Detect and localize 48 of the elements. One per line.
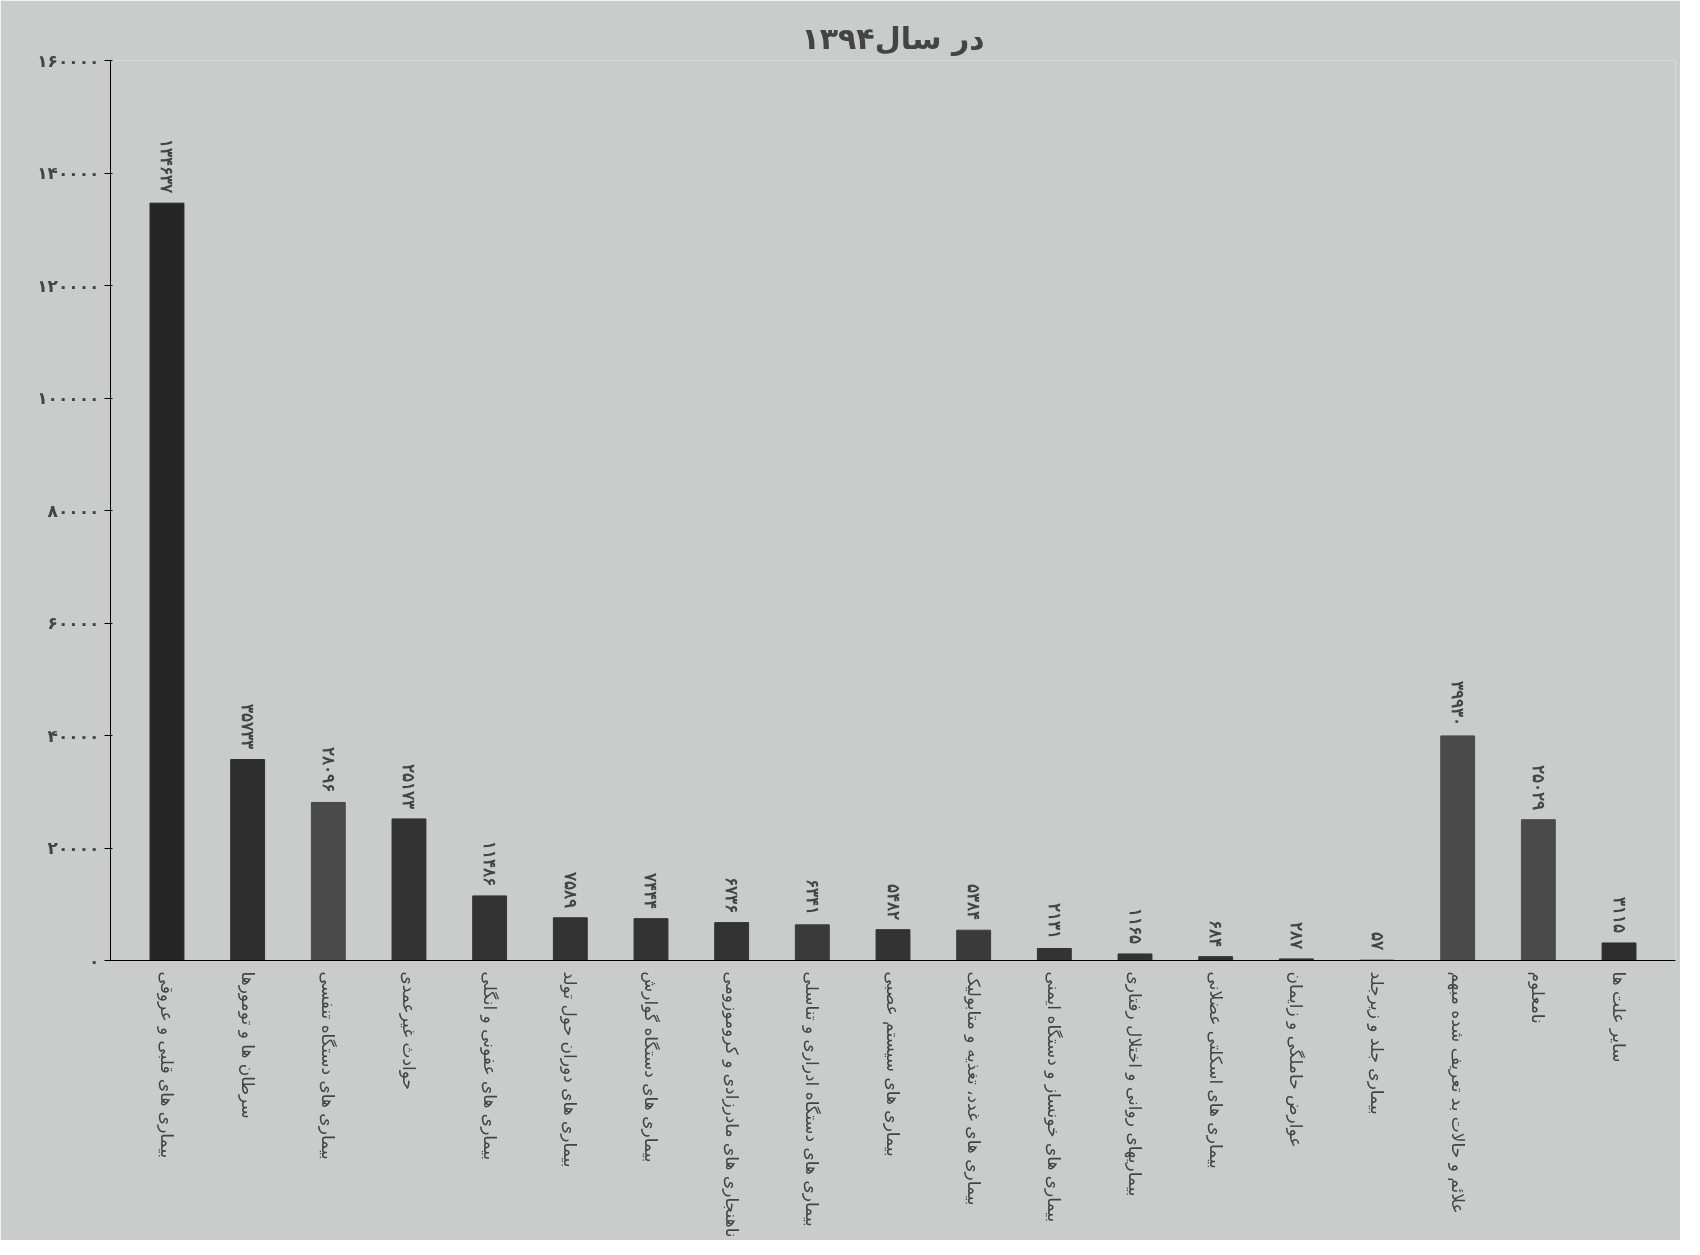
x-tick-label: بیماری های دوران حول تولد (560, 971, 581, 1168)
x-tick-label: بیماری های دستگاه تنفسی (318, 971, 339, 1160)
y-tick-label: ۱۲۰۰۰۰ (37, 275, 100, 296)
data-label: ۱۱۶۵ (1125, 907, 1145, 944)
data-label: ۲۸۰۹۶ (318, 747, 338, 793)
data-label: ۶۷۳۶ (722, 876, 742, 913)
data-label: ۳۹۹۳۰ (1448, 680, 1468, 726)
x-tick-label: بیماری های غدد، تغذیه و متابولیک (963, 971, 984, 1206)
data-label: ۶۳۴۱ (802, 878, 822, 915)
data-label: ۵۷ (1367, 932, 1387, 952)
data-label: ۳۵۷۳۳ (238, 704, 258, 750)
x-tick-label: بیماری های دستگاه گوارش (640, 971, 661, 1163)
x-tick-label: بیماری های عفونی و انگلی (479, 971, 500, 1161)
x-tick-label: بیماری جلد و زیرجلد (1367, 971, 1388, 1115)
x-tick-label: بیماری های قلبی و عروقی (156, 971, 177, 1159)
y-tick-label: ۶۰۰۰۰ (47, 613, 100, 633)
x-tick-label: بیماری های دستگاه ادراری و تناسلی (802, 971, 823, 1227)
y-tick-label: ۸۰۰۰۰ (47, 500, 100, 521)
x-tick-label: ناهنجاری های مادرزادی و کروموزومی (721, 971, 742, 1238)
x-tick-label: سایر علت ها (1609, 971, 1630, 1063)
data-label: ۳۱۱۵ (1609, 896, 1629, 933)
data-label: ۷۵۸۹ (560, 870, 580, 908)
x-tick-label: سرطان ها و تومورها (237, 971, 258, 1119)
data-label: ۱۱۴۸۶ (480, 840, 500, 886)
x-tick-label: بیماری های خونساز و دستگاه ایمنی (1044, 971, 1065, 1223)
chart-title: در سال۱۳۹۴ (801, 20, 985, 56)
y-tick-label: ۱۰۰۰۰۰ (37, 388, 100, 408)
data-label: ۱۳۴۶۳۷ (157, 139, 177, 195)
data-label: ۲۸۷ (1286, 921, 1306, 950)
x-tick-label: نامعلوم (1528, 971, 1549, 1024)
data-label: ۶۸۴ (1206, 919, 1226, 947)
x-tick-label: عوارض حاملگی و زایمان (1286, 971, 1307, 1148)
y-tick-label: ۲۰۰۰۰ (47, 838, 100, 858)
data-label: ۲۵۱۷۳ (399, 763, 419, 809)
data-label: ۵۴۸۲ (883, 883, 903, 920)
data-label: ۲۵۰۲۹ (1528, 764, 1548, 810)
data-label: ۵۳۸۴ (964, 884, 984, 921)
data-label: ۲۱۳۱ (1044, 902, 1064, 939)
x-tick-label: علائم و حالات بد تعریف شده مبهم (1446, 971, 1468, 1214)
x-tick-label: بیماریهای روانی و اختلال رفتاری (1124, 971, 1146, 1197)
y-tick-label: ۱۴۰۰۰۰ (37, 163, 100, 183)
data-label: ۷۴۴۴ (641, 871, 661, 909)
y-tick-label: ۰ (89, 950, 100, 971)
x-tick-label: بیماری های اسکلتی عضلانی (1205, 971, 1226, 1169)
x-tick-label: بیماری های سیستم عصبی (882, 971, 903, 1157)
y-tick-label: ۱۶۰۰۰۰ (37, 50, 100, 71)
x-tick-label: حوادث غیرعمدی (398, 971, 419, 1091)
y-tick-label: ۴۰۰۰۰ (47, 725, 100, 746)
